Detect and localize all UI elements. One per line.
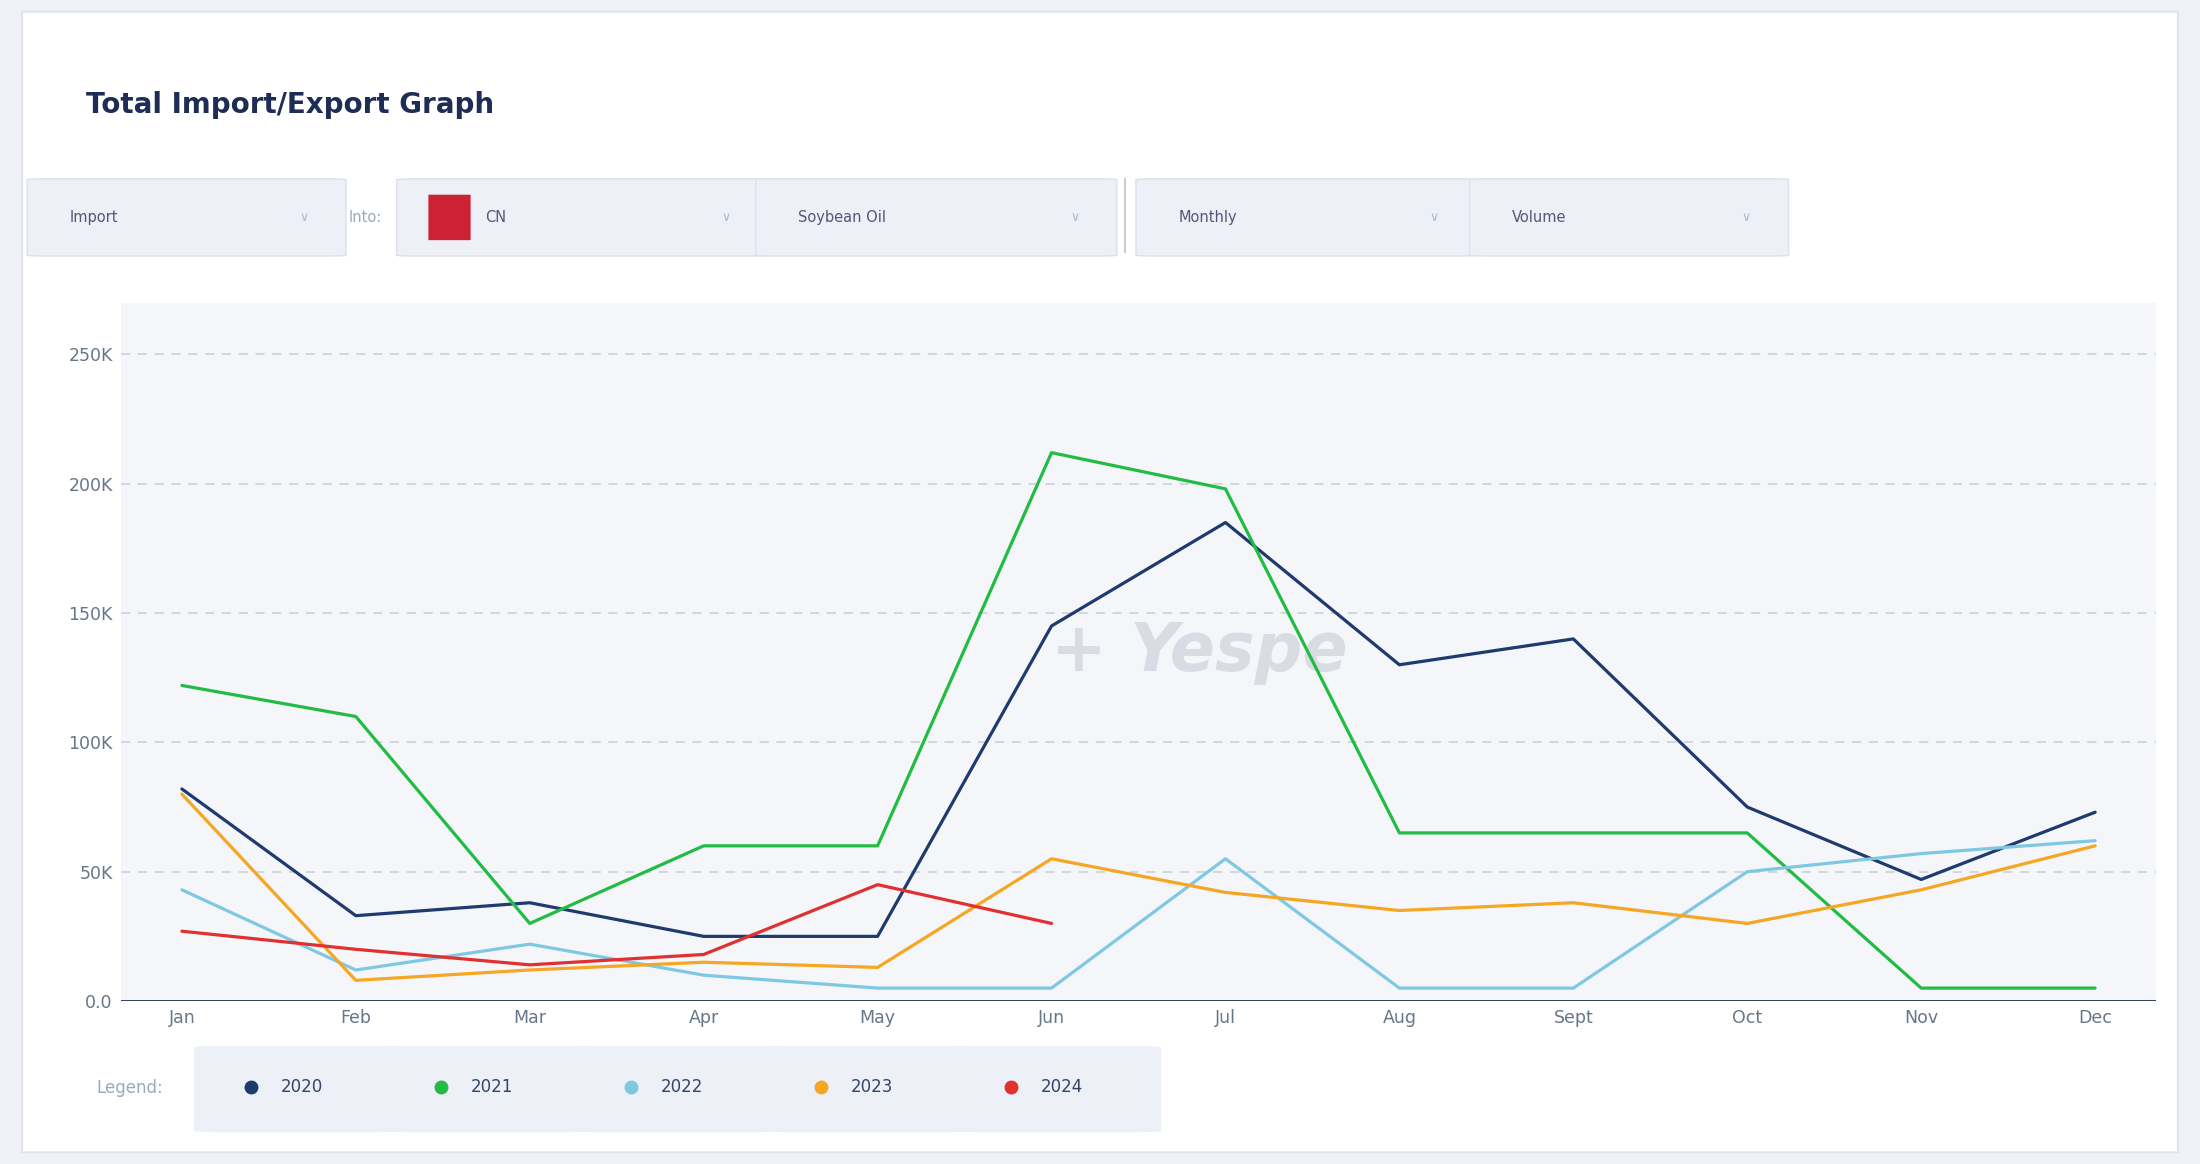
Text: Total Import/Export Graph: Total Import/Export Graph bbox=[86, 91, 495, 120]
Text: ∨: ∨ bbox=[1430, 211, 1439, 223]
FancyBboxPatch shape bbox=[26, 179, 345, 256]
Text: + Yespe: + Yespe bbox=[1052, 619, 1349, 684]
Text: Soybean Oil: Soybean Oil bbox=[799, 210, 887, 225]
FancyBboxPatch shape bbox=[574, 1046, 781, 1133]
FancyBboxPatch shape bbox=[763, 1046, 970, 1133]
Text: CN: CN bbox=[486, 210, 506, 225]
FancyBboxPatch shape bbox=[385, 1046, 592, 1133]
Text: Volume: Volume bbox=[1511, 210, 1566, 225]
FancyBboxPatch shape bbox=[396, 179, 768, 256]
Text: 2024: 2024 bbox=[1041, 1078, 1082, 1095]
Text: ∨: ∨ bbox=[722, 211, 730, 223]
Text: Legend:: Legend: bbox=[97, 1079, 163, 1098]
FancyBboxPatch shape bbox=[429, 194, 471, 240]
FancyBboxPatch shape bbox=[757, 179, 1118, 256]
Text: ∨: ∨ bbox=[1742, 211, 1751, 223]
Text: 2021: 2021 bbox=[471, 1078, 513, 1095]
Text: Monthly: Monthly bbox=[1179, 210, 1236, 225]
FancyBboxPatch shape bbox=[955, 1046, 1162, 1133]
FancyBboxPatch shape bbox=[1135, 179, 1476, 256]
FancyBboxPatch shape bbox=[194, 1046, 400, 1133]
FancyBboxPatch shape bbox=[22, 12, 2178, 1152]
Text: Import: Import bbox=[70, 210, 119, 225]
Text: 2023: 2023 bbox=[851, 1078, 893, 1095]
Text: ∨: ∨ bbox=[299, 211, 308, 223]
Text: ∨: ∨ bbox=[1069, 211, 1080, 223]
Text: 2022: 2022 bbox=[660, 1078, 704, 1095]
FancyBboxPatch shape bbox=[1470, 179, 1789, 256]
Text: 2020: 2020 bbox=[282, 1078, 323, 1095]
Text: Into:: Into: bbox=[348, 210, 381, 225]
